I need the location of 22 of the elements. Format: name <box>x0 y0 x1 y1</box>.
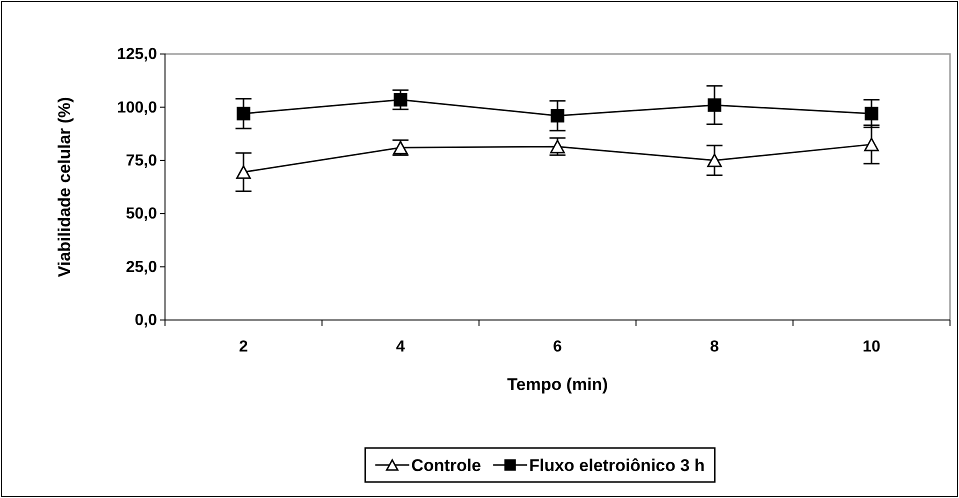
y-tick-label: 0,0 <box>134 312 158 330</box>
point <box>707 154 722 168</box>
point <box>550 108 564 122</box>
y-tick-label: 100,0 <box>116 99 158 116</box>
point <box>864 138 879 152</box>
point <box>864 106 878 120</box>
point <box>236 106 250 120</box>
point <box>708 98 722 112</box>
y-tick-label: 75,0 <box>126 152 158 170</box>
x-tick-label: 8 <box>710 338 720 356</box>
x-axis-title: Tempo (min) <box>507 375 608 394</box>
x-tick-label: 10 <box>862 338 880 356</box>
legend-label: Controle <box>411 456 482 475</box>
x-tick-label: 6 <box>553 338 562 356</box>
y-axis-title: Viabilidade celular (%) <box>55 96 74 278</box>
y-tick-label: 50,0 <box>126 206 158 223</box>
point <box>236 165 251 179</box>
x-tick-label: 4 <box>396 338 406 356</box>
y-tick-label: 25,0 <box>126 258 158 276</box>
y-tick-label: 125,0 <box>116 46 158 64</box>
x-tick-label: 2 <box>239 338 248 356</box>
legend-label: Fluxo eletroiônico 3 h <box>529 456 705 475</box>
